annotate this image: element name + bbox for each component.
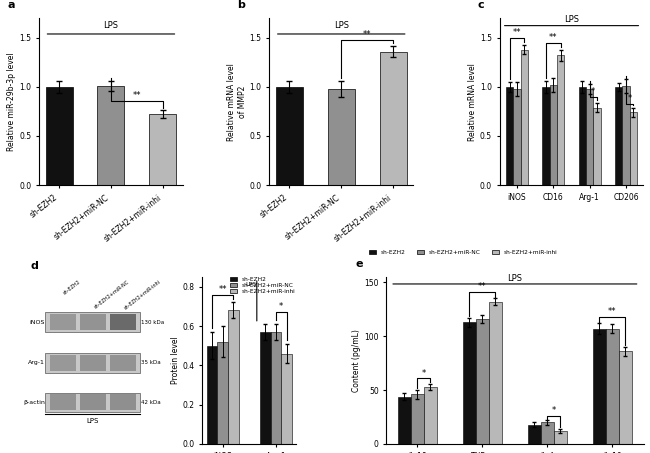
Bar <box>50 394 75 410</box>
Text: *: * <box>422 369 426 378</box>
Bar <box>50 355 75 371</box>
Bar <box>411 395 424 444</box>
Bar <box>630 112 637 185</box>
Text: **: ** <box>549 33 558 42</box>
Bar <box>111 314 136 330</box>
Text: sh-EZH2: sh-EZH2 <box>63 280 82 296</box>
Text: β-actin: β-actin <box>23 400 45 405</box>
Text: sh-EZH2+miR-inhi: sh-EZH2+miR-inhi <box>123 280 162 311</box>
Text: LPS: LPS <box>245 282 256 287</box>
Bar <box>623 86 630 185</box>
Bar <box>80 355 106 371</box>
Y-axis label: Relative miR-29b-3p level: Relative miR-29b-3p level <box>7 52 16 151</box>
Bar <box>528 424 541 444</box>
Text: 42 kDa: 42 kDa <box>141 400 161 405</box>
Bar <box>543 87 550 185</box>
Bar <box>554 431 567 444</box>
Bar <box>281 354 292 444</box>
Bar <box>586 89 593 185</box>
Bar <box>207 346 217 444</box>
Bar <box>217 342 228 444</box>
Text: LPS: LPS <box>333 21 349 30</box>
Bar <box>557 55 564 185</box>
Bar <box>80 394 106 410</box>
Y-axis label: Relative mRNA level
of MMP2: Relative mRNA level of MMP2 <box>227 63 247 140</box>
Text: sh-EZH2+miR-NC: sh-EZH2+miR-NC <box>93 280 130 310</box>
Bar <box>46 87 73 185</box>
Bar <box>46 393 140 412</box>
Text: **: ** <box>363 30 371 39</box>
Bar <box>463 322 476 444</box>
Bar <box>270 332 281 444</box>
Text: iNOS: iNOS <box>29 319 45 324</box>
Bar <box>541 422 554 444</box>
Bar <box>476 319 489 444</box>
Bar <box>521 49 528 185</box>
Text: *: * <box>627 94 632 102</box>
Bar <box>424 387 437 444</box>
Bar <box>80 314 106 330</box>
Text: **: ** <box>218 284 227 294</box>
Text: *: * <box>552 406 556 415</box>
Bar <box>619 351 632 444</box>
Text: Arg-1: Arg-1 <box>28 361 45 366</box>
Text: LPS: LPS <box>103 21 118 30</box>
Bar <box>593 107 601 185</box>
Text: **: ** <box>513 28 521 37</box>
Bar <box>98 86 124 185</box>
Bar <box>578 87 586 185</box>
Text: *: * <box>592 87 595 96</box>
Bar <box>606 329 619 444</box>
Bar <box>489 302 502 444</box>
Bar <box>514 89 521 185</box>
Bar <box>50 314 75 330</box>
Bar <box>328 89 355 185</box>
Bar <box>615 87 623 185</box>
Text: **: ** <box>133 91 141 100</box>
Text: 35 kDa: 35 kDa <box>141 361 161 366</box>
Bar <box>593 329 606 444</box>
Text: **: ** <box>478 283 487 291</box>
Text: 130 kDa: 130 kDa <box>141 319 164 324</box>
Bar <box>398 396 411 444</box>
Y-axis label: Protein level: Protein level <box>171 337 180 384</box>
Bar <box>111 355 136 371</box>
Bar <box>150 115 176 185</box>
Y-axis label: Content (pg/mL): Content (pg/mL) <box>352 329 361 392</box>
Text: e: e <box>356 259 363 269</box>
Bar <box>111 394 136 410</box>
Text: a: a <box>7 0 15 10</box>
Text: LPS: LPS <box>564 15 579 24</box>
Bar <box>46 313 140 332</box>
Text: *: * <box>280 302 283 311</box>
Y-axis label: Relative mRNA level: Relative mRNA level <box>468 63 477 140</box>
Bar <box>228 310 239 444</box>
Bar <box>506 87 514 185</box>
Bar <box>260 332 270 444</box>
Text: b: b <box>238 0 246 10</box>
Text: **: ** <box>608 307 617 316</box>
Bar <box>276 87 303 185</box>
Bar <box>550 85 557 185</box>
Text: LPS: LPS <box>86 418 99 424</box>
Legend: sh-EZH2, sh-EZH2+miR-NC, sh-EZH2+miR-inhi: sh-EZH2, sh-EZH2+miR-NC, sh-EZH2+miR-inh… <box>369 250 558 255</box>
Bar <box>46 353 140 372</box>
Text: d: d <box>31 260 38 270</box>
Legend: sh-EZH2, sh-EZH2+miR-NC, sh-EZH2+miR-inhi: sh-EZH2, sh-EZH2+miR-NC, sh-EZH2+miR-inh… <box>230 276 295 294</box>
Bar <box>380 52 407 185</box>
Text: LPS: LPS <box>508 274 523 283</box>
Text: c: c <box>478 0 485 10</box>
